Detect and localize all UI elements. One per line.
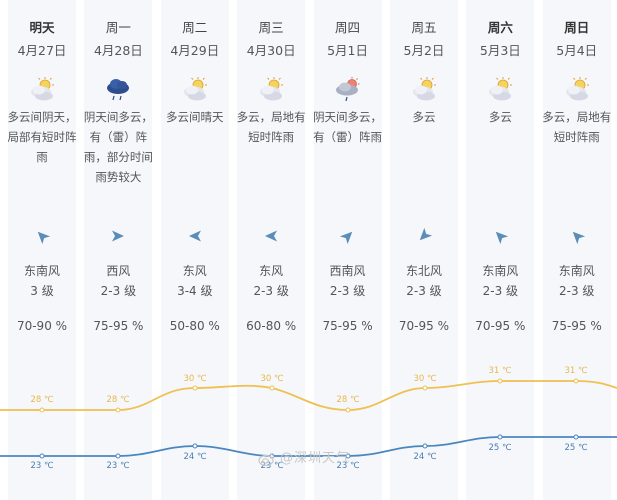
low-temp-label: 23 ℃: [106, 461, 130, 471]
low-temp-label: 23 ℃: [260, 461, 284, 471]
partly-cloudy-icon: [486, 76, 514, 102]
thunder-rain-icon: [104, 76, 132, 102]
date-label: 5月1日: [327, 43, 369, 58]
humidity-label: 70-90 %: [16, 319, 68, 333]
wind-direction-icon: [339, 228, 355, 245]
wind-direction-icon: [111, 228, 125, 242]
high-temp-label: 31 ℃: [564, 366, 588, 376]
wind-level-label: 2-3 级: [559, 284, 595, 298]
forecast-day-3: 周二 4月29日 多云间晴天 东风 3-4 级 50-80 %: [160, 0, 229, 500]
wind-direction-label: 西风: [106, 264, 131, 278]
forecast-day-7: 周六 5月3日 多云 东南风 2-3 级 70-95 %: [466, 0, 535, 500]
forecast-day-6: 周五 5月2日 多云 东北风 2-3 级 70-95 %: [389, 0, 458, 500]
wind-direction-label: 东南风: [23, 264, 60, 278]
low-temp-label: 23 ℃: [336, 461, 360, 471]
date-label: 4月27日: [17, 43, 67, 58]
high-temp-label: 28 ℃: [30, 395, 54, 405]
date-label: 4月28日: [93, 43, 143, 58]
cloudy-shower-icon: [334, 76, 362, 102]
wind-direction-icon: [188, 228, 202, 242]
high-temp-label: 30 ℃: [413, 374, 437, 384]
wind-direction-icon: [493, 228, 509, 245]
day-label: 明天: [29, 20, 55, 35]
low-temp-line: [0, 436, 617, 457]
weather-description: 多云，局地有短时阵雨: [236, 110, 306, 144]
wind-direction-label: 东风: [259, 264, 284, 278]
low-temp-label: 23 ℃: [30, 461, 54, 471]
date-label: 5月2日: [403, 43, 445, 58]
watermark-text: @深圳天气: [280, 451, 351, 466]
high-temp-label: 28 ℃: [106, 395, 130, 405]
weather-description: 多云: [412, 110, 436, 124]
humidity-label: 50-80 %: [169, 319, 220, 333]
weather-description: 阴天间多云，有（雷）阵雨，部分时间雨势较大: [83, 110, 153, 184]
date-label: 5月3日: [479, 43, 521, 58]
forecast-day-1: 明天 4月27日 多云间阴天，局部有短时阵雨 东南风 3 级 70-90 %: [8, 0, 77, 500]
forecast-day-4: 周三 4月30日 多云，局地有短时阵雨 东风 2-3 级 60-80 %: [237, 0, 306, 500]
wind-direction-label: 东南风: [558, 264, 595, 278]
day-label: 周二: [182, 20, 208, 35]
forecast-day-5: 周四 5月1日 阴天间多云，有（雷）阵雨 西南风 2-3 级 75-95 %: [313, 0, 382, 500]
wind-direction-icon: [35, 228, 51, 245]
wind-direction-icon: [264, 228, 278, 242]
low-temp-label: 24 ℃: [413, 452, 437, 462]
weather-description: 多云: [488, 110, 512, 124]
wind-direction-label: 东风: [182, 264, 207, 278]
weather-description: 多云间阴天，局部有短时阵雨: [7, 110, 77, 164]
partly-cloudy-icon: [28, 76, 56, 102]
low-temp-label: 24 ℃: [183, 452, 207, 462]
day-label: 周四: [335, 20, 361, 35]
wind-direction-icon: [570, 228, 585, 245]
date-label: 5月4日: [556, 43, 598, 58]
wind-level-label: 2-3 级: [482, 284, 519, 298]
high-temp-line: [0, 380, 617, 411]
humidity-label: 75-95 %: [551, 319, 602, 333]
wind-direction-label: 东北风: [405, 264, 442, 278]
humidity-label: 70-95 %: [398, 319, 449, 333]
wind-level-label: 3-4 级: [177, 284, 213, 298]
high-temp-label: 31 ℃: [488, 366, 512, 376]
low-temp-label: 25 ℃: [564, 443, 588, 453]
weather-description: 多云间晴天: [166, 110, 224, 124]
wind-level-label: 2-3 级: [253, 284, 289, 298]
high-temp-label: 30 ℃: [183, 374, 207, 384]
date-label: 4月29日: [170, 43, 220, 58]
weather-description: 多云，局地有短时阵雨: [542, 110, 612, 144]
wind-direction-label: 西南风: [329, 264, 366, 278]
day-label: 周六: [487, 20, 513, 35]
day-label: 周日: [564, 20, 590, 35]
humidity-label: 70-95 %: [475, 319, 526, 333]
weather-description: 阴天间多云，有（雷）阵雨: [313, 110, 383, 144]
partly-cloudy-icon: [181, 76, 209, 102]
wind-level-label: 3 级: [30, 284, 54, 298]
humidity-label: 75-95 %: [322, 319, 373, 333]
humidity-label: 75-95 %: [93, 319, 144, 333]
partly-cloudy-icon: [257, 76, 285, 102]
day-label: 周一: [105, 20, 131, 35]
high-temp-label: 30 ℃: [260, 374, 284, 384]
weibo-logo-icon: [258, 452, 276, 466]
day-label: 周五: [411, 20, 437, 35]
wind-level-label: 2-3 级: [100, 284, 137, 298]
forecast-day-8: 周日 5月4日 多云，局地有短时阵雨 东南风 2-3 级 75-95 %: [542, 0, 611, 500]
low-temp-label: 25 ℃: [488, 443, 512, 453]
wind-level-label: 2-3 级: [406, 284, 442, 298]
day-label: 周三: [258, 20, 284, 35]
wind-level-label: 2-3 级: [329, 284, 366, 298]
forecast-day-2: 周一 4月28日 阴天间多云，有（雷）阵雨，部分时间雨势较大 西风 2-3 级 …: [84, 0, 153, 500]
wind-direction-icon: [417, 227, 433, 242]
watermark: @深圳天气: [258, 447, 350, 466]
wind-direction-label: 东南风: [482, 264, 519, 278]
high-temp-label: 28 ℃: [336, 395, 360, 405]
humidity-label: 60-80 %: [246, 319, 297, 333]
partly-cloudy-icon: [410, 76, 438, 102]
partly-cloudy-icon: [563, 76, 591, 102]
date-label: 4月30日: [246, 43, 296, 58]
